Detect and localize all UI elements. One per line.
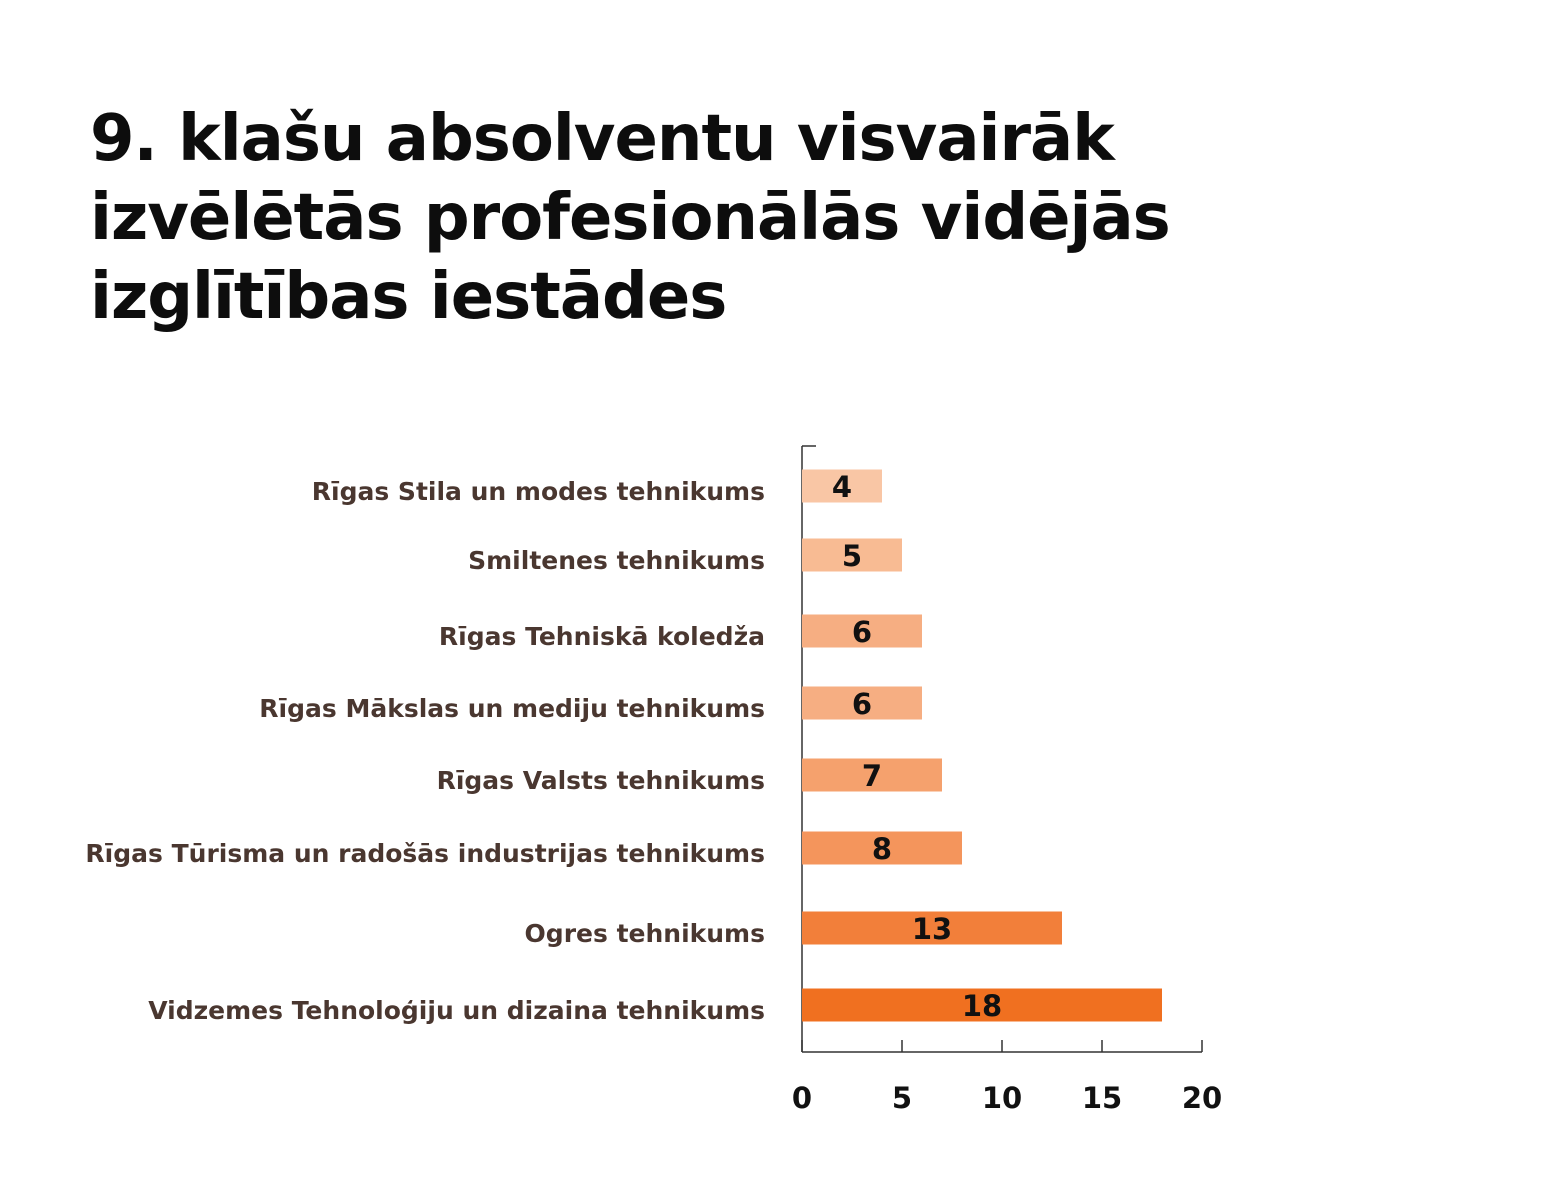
- x-tick-label: 0: [792, 1081, 812, 1115]
- chart-labels: Rīgas Stila un modes tehnikums 4 Smiltenes…: [85, 470, 1002, 1025]
- data-label: 6: [852, 615, 872, 649]
- bar: [802, 758, 942, 792]
- bar: [802, 988, 1162, 1022]
- bar: [802, 538, 902, 572]
- chart-title-line-3: izglītības iestādes: [90, 260, 727, 334]
- category-label: Rīgas Stila un modes tehnikums: [312, 477, 765, 506]
- data-label: 18: [962, 989, 1002, 1023]
- data-label: 13: [912, 912, 952, 946]
- x-tick-label: 5: [892, 1081, 912, 1115]
- data-label: 4: [832, 470, 852, 504]
- bar: [802, 686, 922, 720]
- category-label: Rīgas Tūrisma un radošās industrijas teh…: [85, 839, 765, 868]
- category-label: Smiltenes tehnikums: [468, 546, 765, 575]
- x-tick-label: 10: [982, 1081, 1022, 1115]
- chart-title-line-2: izvēlētās profesionālās vidējās: [90, 181, 1171, 255]
- bar: [802, 911, 1062, 945]
- data-label: 7: [862, 759, 882, 793]
- chart-axes: 0 5 10 15 20: [792, 445, 1222, 1115]
- category-label: Rīgas Mākslas un mediju tehnikums: [259, 694, 765, 723]
- data-label: 8: [872, 832, 892, 866]
- bar: [802, 831, 962, 865]
- category-label: Rīgas Tehniskā koledža: [439, 622, 765, 651]
- data-label: 6: [852, 687, 872, 721]
- chart-title-line-1: 9. klašu absolventu visvairāk: [90, 102, 1115, 176]
- chart-bars: [802, 469, 1162, 1022]
- bar: [802, 614, 922, 648]
- chart-title: 9. klašu absolventu visvairāk izvēlētās …: [90, 100, 1290, 337]
- x-tick-label: 15: [1082, 1081, 1122, 1115]
- category-label: Ogres tehnikums: [525, 919, 765, 948]
- x-tick-label: 20: [1182, 1081, 1222, 1115]
- category-label: Vidzemes Tehnoloģiju un dizaina tehnikum…: [148, 996, 765, 1025]
- data-label: 5: [842, 539, 862, 573]
- bar: [802, 469, 882, 503]
- category-label: Rīgas Valsts tehnikums: [437, 766, 765, 795]
